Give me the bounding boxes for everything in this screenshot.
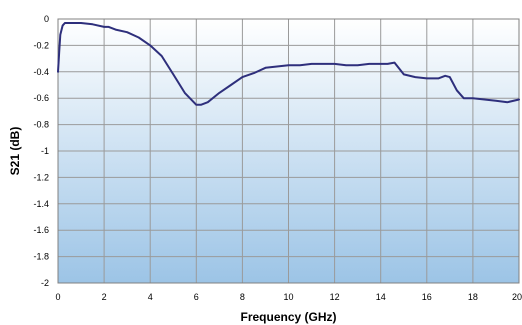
y-tick-label: -0.4 <box>33 67 49 77</box>
plot-border <box>57 18 520 284</box>
x-tick-label: 14 <box>376 292 386 302</box>
y-tick-label: -1.8 <box>33 252 49 262</box>
y-tick-label: -0.2 <box>33 40 49 50</box>
y-tick-label: 0 <box>44 14 49 24</box>
y-tick-label: -0.6 <box>33 93 49 103</box>
y-tick-label: -0.8 <box>33 120 49 130</box>
x-tick-label: 0 <box>55 292 60 302</box>
x-tick-label: 18 <box>468 292 478 302</box>
y-tick-label: -1.4 <box>33 199 49 209</box>
x-tick-label: 12 <box>330 292 340 302</box>
x-tick-label: 16 <box>422 292 432 302</box>
y-axis-title: S21 (dB) <box>8 127 22 176</box>
x-tick-label: 4 <box>148 292 153 302</box>
y-tick-label: -1.2 <box>33 172 49 182</box>
x-tick-label: 6 <box>194 292 199 302</box>
y-axis-ticks: 0 -0.2 -0.4 -0.6 -0.8 -1 -1.2 -1.4 -1.6 -1.8 -2 <box>33 14 49 288</box>
s21-series-line <box>57 22 520 106</box>
x-tick-label: 20 <box>512 292 522 302</box>
x-tick-label: 2 <box>102 292 107 302</box>
x-tick-label: 10 <box>283 292 293 302</box>
y-tick-label: -1.6 <box>33 225 49 235</box>
x-axis-ticks: 0 2 4 6 8 10 12 14 16 18 20 <box>55 292 522 302</box>
y-tick-label: -2 <box>41 278 49 288</box>
x-axis-title: Frequency (GHz) <box>240 310 336 324</box>
x-tick-label: 8 <box>240 292 245 302</box>
y-tick-label: -1 <box>41 146 49 156</box>
